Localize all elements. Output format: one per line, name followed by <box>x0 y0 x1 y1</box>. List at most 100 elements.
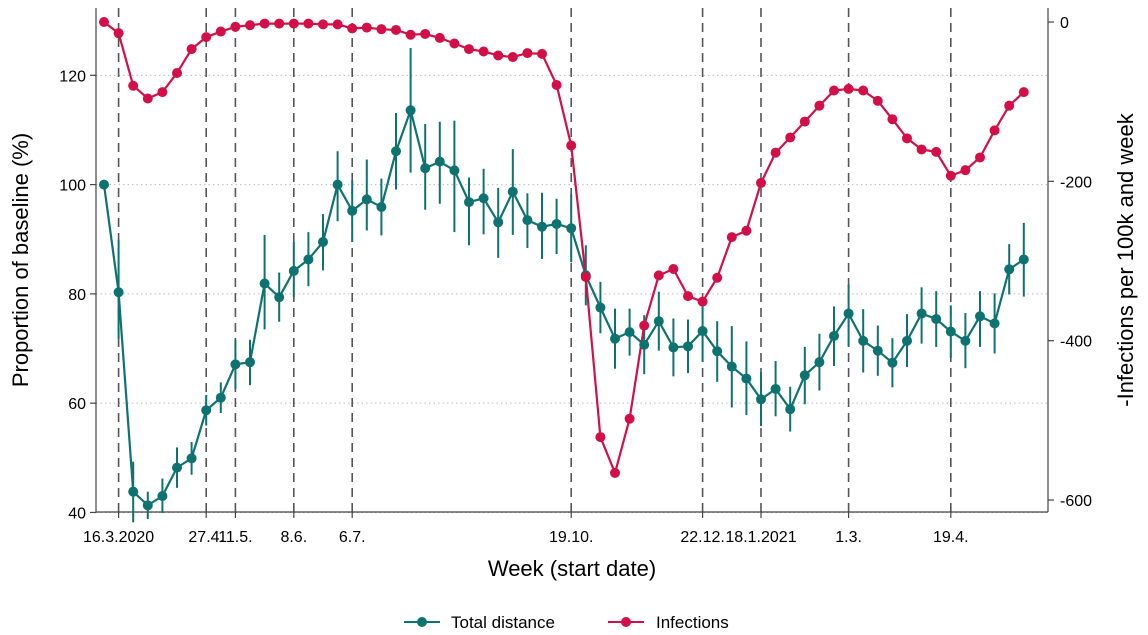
total-distance-point-19 <box>376 202 387 213</box>
infections-point-44 <box>741 225 752 236</box>
infections-point-7 <box>201 32 212 43</box>
total-distance-point-57 <box>931 314 942 325</box>
infections-point-23 <box>434 32 445 43</box>
legend-label-infections: Infections <box>656 613 729 632</box>
y-axis-left-title: Proportion of baseline (%) <box>8 133 33 387</box>
event-lines <box>117 8 952 512</box>
infections-point-17 <box>347 23 358 34</box>
total-distance-point-60 <box>975 311 985 322</box>
total-distance-point-12 <box>274 292 285 303</box>
total-distance-point-28 <box>507 186 518 197</box>
total-distance-point-17 <box>347 205 358 216</box>
total-distance-point-56 <box>916 308 927 319</box>
x-tick-label-2: 11.5. <box>218 529 252 546</box>
infections-point-10 <box>245 20 255 31</box>
total-distance-point-42 <box>712 346 723 357</box>
infections-point-30 <box>537 48 547 59</box>
total-distance-point-51 <box>843 308 854 319</box>
total-distance-point-11 <box>259 278 270 289</box>
infections-point-38 <box>653 270 664 281</box>
infections-point-33 <box>580 271 591 282</box>
infections-point-42 <box>712 272 723 283</box>
x-tick-label-7: 18.1.2021 <box>725 529 796 546</box>
infections-point-52 <box>858 85 869 96</box>
total-distance-point-48 <box>799 370 810 381</box>
infections-point-45 <box>756 177 766 188</box>
legend: Total distance Infections <box>404 613 729 632</box>
total-distance-point-49 <box>814 357 825 368</box>
total-distance-point-36 <box>624 327 635 338</box>
infections-point-2 <box>128 80 139 91</box>
infections-point-55 <box>902 133 912 144</box>
total-distance-point-46 <box>770 383 781 394</box>
y-right-tick-label--200: -200 <box>1060 174 1092 191</box>
infections-point-58 <box>945 170 956 181</box>
x-tick-label-5: 19.10. <box>549 529 593 546</box>
infections-point-12 <box>274 18 285 29</box>
total-distance-point-63 <box>1018 254 1029 265</box>
total-distance-point-41 <box>697 326 708 337</box>
infections-point-40 <box>683 291 693 302</box>
infections-point-47 <box>785 132 796 143</box>
infections-point-49 <box>814 100 825 111</box>
total-distance-point-31 <box>551 218 562 229</box>
total-distance-point-29 <box>522 215 533 226</box>
total-distance-line <box>102 106 1025 507</box>
total-distance-point-0 <box>99 179 109 190</box>
infections-point-15 <box>318 19 328 30</box>
total-distance-point-30 <box>537 221 547 232</box>
infections-point-18 <box>361 22 372 33</box>
infections-point-24 <box>449 38 460 49</box>
infections-point-1 <box>113 28 124 39</box>
infections-point-50 <box>829 85 839 96</box>
x-tick-label-6: 22.12. <box>680 529 724 546</box>
total-distance-point-59 <box>960 335 971 346</box>
infections-point-27 <box>493 50 504 61</box>
infections-point-22 <box>420 28 431 39</box>
total-distance-point-27 <box>493 217 504 228</box>
total-distance-point-13 <box>288 265 299 276</box>
infections-line <box>103 21 1025 477</box>
y-left-tick-label-120: 120 <box>59 68 86 85</box>
infections-point-48 <box>799 116 810 127</box>
total-distance-point-23 <box>434 156 445 167</box>
total-distance-point-61 <box>989 318 1000 329</box>
infections-point-41 <box>697 296 708 307</box>
infections-point-16 <box>332 19 343 30</box>
series-lines <box>102 21 1025 507</box>
infections-point-14 <box>303 18 314 29</box>
total-distance-point-7 <box>201 405 212 416</box>
total-distance-point-35 <box>610 333 620 344</box>
y-axis-right-title: -Infections per 100k and week <box>1113 112 1138 407</box>
total-distance-point-9 <box>230 359 241 370</box>
infections-point-29 <box>522 48 533 59</box>
total-distance-point-24 <box>449 165 460 176</box>
total-distance-point-32 <box>566 223 577 234</box>
total-distance-point-45 <box>756 394 766 405</box>
total-distance-point-6 <box>186 453 197 464</box>
total-distance-point-8 <box>215 392 226 403</box>
legend-marker-infections <box>621 617 631 627</box>
infections-point-53 <box>872 95 883 106</box>
total-distance-point-34 <box>595 302 606 313</box>
total-distance-point-62 <box>1004 264 1015 275</box>
total-distance-point-25 <box>464 197 474 208</box>
infections-point-6 <box>186 44 197 55</box>
legend-item-total-distance: Total distance <box>404 613 555 632</box>
total-distance-point-14 <box>303 254 314 265</box>
total-distance-point-47 <box>785 404 796 415</box>
x-tick-label-1: 27.4. <box>188 529 224 546</box>
series-markers <box>99 17 1029 511</box>
total-distance-point-4 <box>157 491 168 502</box>
total-distance-point-10 <box>245 357 255 368</box>
x-tick-label-3: 8.6. <box>280 529 307 546</box>
x-tick-label-0: 16.3.2020 <box>83 529 154 546</box>
infections-point-5 <box>172 67 182 78</box>
infections-point-43 <box>726 232 737 243</box>
total-distance-point-2 <box>128 486 139 497</box>
axes <box>95 8 1049 513</box>
legend-item-infections: Infections <box>608 613 729 632</box>
total-distance-point-50 <box>829 330 839 341</box>
total-distance-point-15 <box>318 236 328 247</box>
